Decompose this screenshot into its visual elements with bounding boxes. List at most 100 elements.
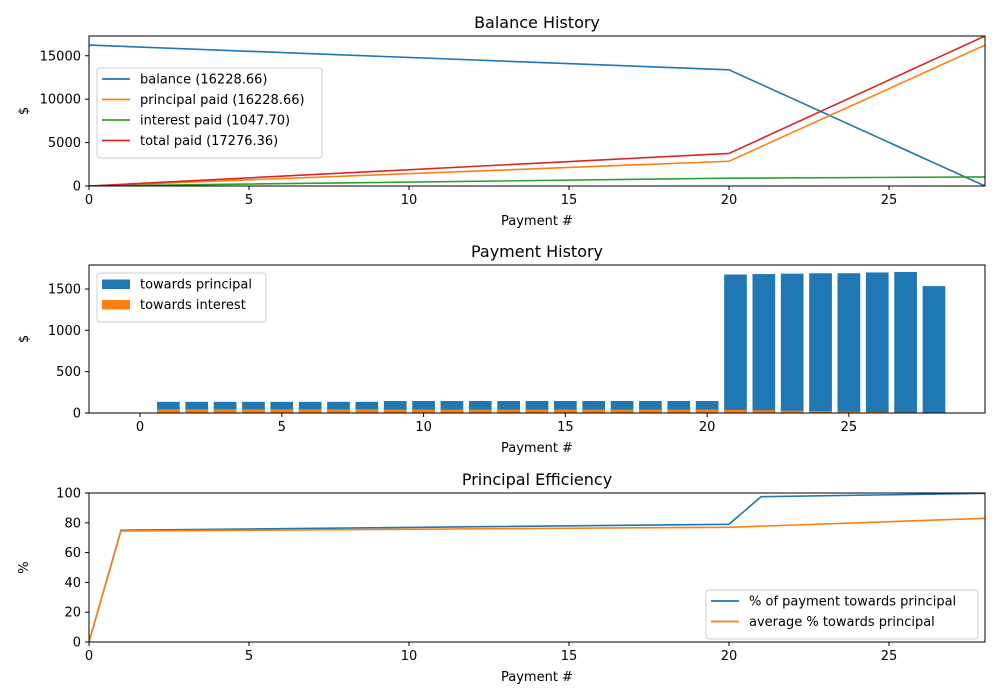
plot-area bbox=[89, 493, 985, 642]
bar-interest bbox=[639, 409, 662, 413]
bar-interest bbox=[298, 409, 322, 413]
legend-label: towards principal bbox=[140, 278, 252, 293]
bar-principal bbox=[497, 401, 520, 413]
y-tick-label: 100 bbox=[56, 487, 81, 502]
bar-interest bbox=[270, 409, 294, 413]
x-tick-label: 25 bbox=[841, 420, 858, 435]
bar-interest bbox=[157, 409, 180, 413]
y-tick-label: 80 bbox=[64, 516, 81, 531]
legend-label: % of payment towards principal bbox=[749, 595, 956, 610]
bar-interest bbox=[780, 410, 804, 413]
legend-item: % of payment towards principal bbox=[711, 595, 956, 610]
bar-principal bbox=[298, 401, 322, 413]
legend-box bbox=[705, 589, 979, 640]
y-tick-label: 0 bbox=[73, 407, 81, 422]
bar-principal bbox=[582, 401, 606, 413]
bar-interest bbox=[610, 409, 634, 413]
x-tick-label: 0 bbox=[136, 420, 144, 435]
bar-principal bbox=[185, 401, 209, 413]
legend-item: interest paid (1047.70) bbox=[102, 114, 290, 129]
legend: towards principal towards interest bbox=[96, 272, 267, 323]
y-axis-label: % bbox=[17, 561, 32, 573]
bar-principal bbox=[724, 274, 747, 413]
legend-label: average % towards principal bbox=[749, 615, 935, 630]
axes-frame bbox=[88, 492, 986, 643]
axes-frame bbox=[88, 35, 986, 187]
bar-principal bbox=[837, 273, 861, 413]
bar-principal bbox=[865, 272, 889, 413]
bar-principal bbox=[780, 273, 804, 413]
bar-principal bbox=[922, 286, 946, 413]
x-axis-label: Payment # bbox=[501, 670, 573, 685]
y-tick-label: 500 bbox=[56, 365, 81, 380]
y-tick-label: 0 bbox=[73, 180, 81, 195]
bar-principal bbox=[355, 401, 379, 413]
x-tick-label: 10 bbox=[415, 420, 432, 435]
x-axis-label: Payment # bbox=[501, 214, 573, 229]
bar-interest bbox=[695, 409, 719, 413]
bar-interest bbox=[554, 409, 577, 413]
x-tick-label: 15 bbox=[561, 193, 578, 208]
y-axis-label: $ bbox=[17, 335, 32, 343]
bar-principal bbox=[242, 401, 265, 413]
bar-interest bbox=[497, 409, 520, 413]
x-tick-label: 5 bbox=[278, 420, 286, 435]
bar-principal bbox=[610, 401, 634, 413]
bar-principal bbox=[412, 401, 435, 413]
legend-label: interest paid (1047.70) bbox=[140, 114, 290, 129]
legend: % of payment towards principal average % … bbox=[705, 589, 979, 640]
legend-item: towards principal bbox=[102, 278, 252, 293]
series-line-1 bbox=[89, 44, 985, 186]
chart-title: Balance History bbox=[474, 13, 600, 32]
plot-area bbox=[157, 272, 946, 413]
legend-item: principal paid (16228.66) bbox=[102, 93, 305, 108]
legend-box bbox=[96, 67, 323, 159]
legend-item: towards interest bbox=[102, 298, 246, 313]
bar-interest bbox=[185, 409, 209, 413]
x-tick-label: 15 bbox=[561, 649, 578, 664]
axes-frame bbox=[88, 264, 986, 414]
bar-principal bbox=[554, 401, 577, 413]
y-tick-label: 5000 bbox=[48, 136, 81, 151]
bar-interest bbox=[582, 409, 606, 413]
legend-item: average % towards principal bbox=[711, 615, 935, 630]
bar-interest bbox=[809, 411, 832, 413]
x-tick-label: 0 bbox=[85, 649, 93, 664]
plot-area bbox=[89, 36, 985, 186]
bar-interest bbox=[837, 411, 861, 413]
series-line-2 bbox=[89, 176, 985, 186]
x-tick-label: 25 bbox=[881, 193, 898, 208]
legend-item: balance (16228.66) bbox=[102, 73, 268, 88]
bar-interest bbox=[525, 409, 549, 413]
y-tick-label: 1500 bbox=[48, 282, 81, 297]
bar-interest bbox=[383, 409, 407, 413]
legend: balance (16228.66) principal paid (16228.… bbox=[96, 67, 323, 159]
legend-item: total paid (17276.36) bbox=[102, 134, 278, 149]
bar-interest bbox=[724, 409, 747, 413]
x-tick-label: 0 bbox=[85, 193, 93, 208]
bar-interest bbox=[242, 409, 265, 413]
x-tick-label: 5 bbox=[245, 193, 253, 208]
legend-label: total paid (17276.36) bbox=[140, 134, 278, 149]
bar-principal bbox=[270, 401, 294, 413]
bar-principal bbox=[383, 401, 407, 413]
x-tick-label: 20 bbox=[721, 193, 738, 208]
y-tick-label: 1000 bbox=[48, 324, 81, 339]
bar-principal bbox=[639, 401, 662, 413]
series-line-1 bbox=[89, 517, 985, 642]
y-tick-label: 10000 bbox=[40, 93, 81, 108]
legend-label: principal paid (16228.66) bbox=[140, 93, 305, 108]
x-tick-label: 15 bbox=[557, 420, 574, 435]
bar-principal bbox=[894, 272, 917, 413]
bar-principal bbox=[695, 401, 719, 413]
payment-history-chart: Payment History 0 5 10 15 20 25 0 500 1000 1500 Pay… bbox=[17, 242, 986, 456]
x-tick-label: 5 bbox=[245, 649, 253, 664]
y-axis-label: $ bbox=[17, 107, 32, 115]
legend-swatch bbox=[102, 279, 130, 289]
bar-principal bbox=[213, 401, 237, 413]
bar-principal bbox=[752, 274, 776, 413]
bar-interest bbox=[213, 409, 237, 413]
bar-interest bbox=[355, 409, 379, 413]
legend-swatch bbox=[102, 300, 130, 310]
